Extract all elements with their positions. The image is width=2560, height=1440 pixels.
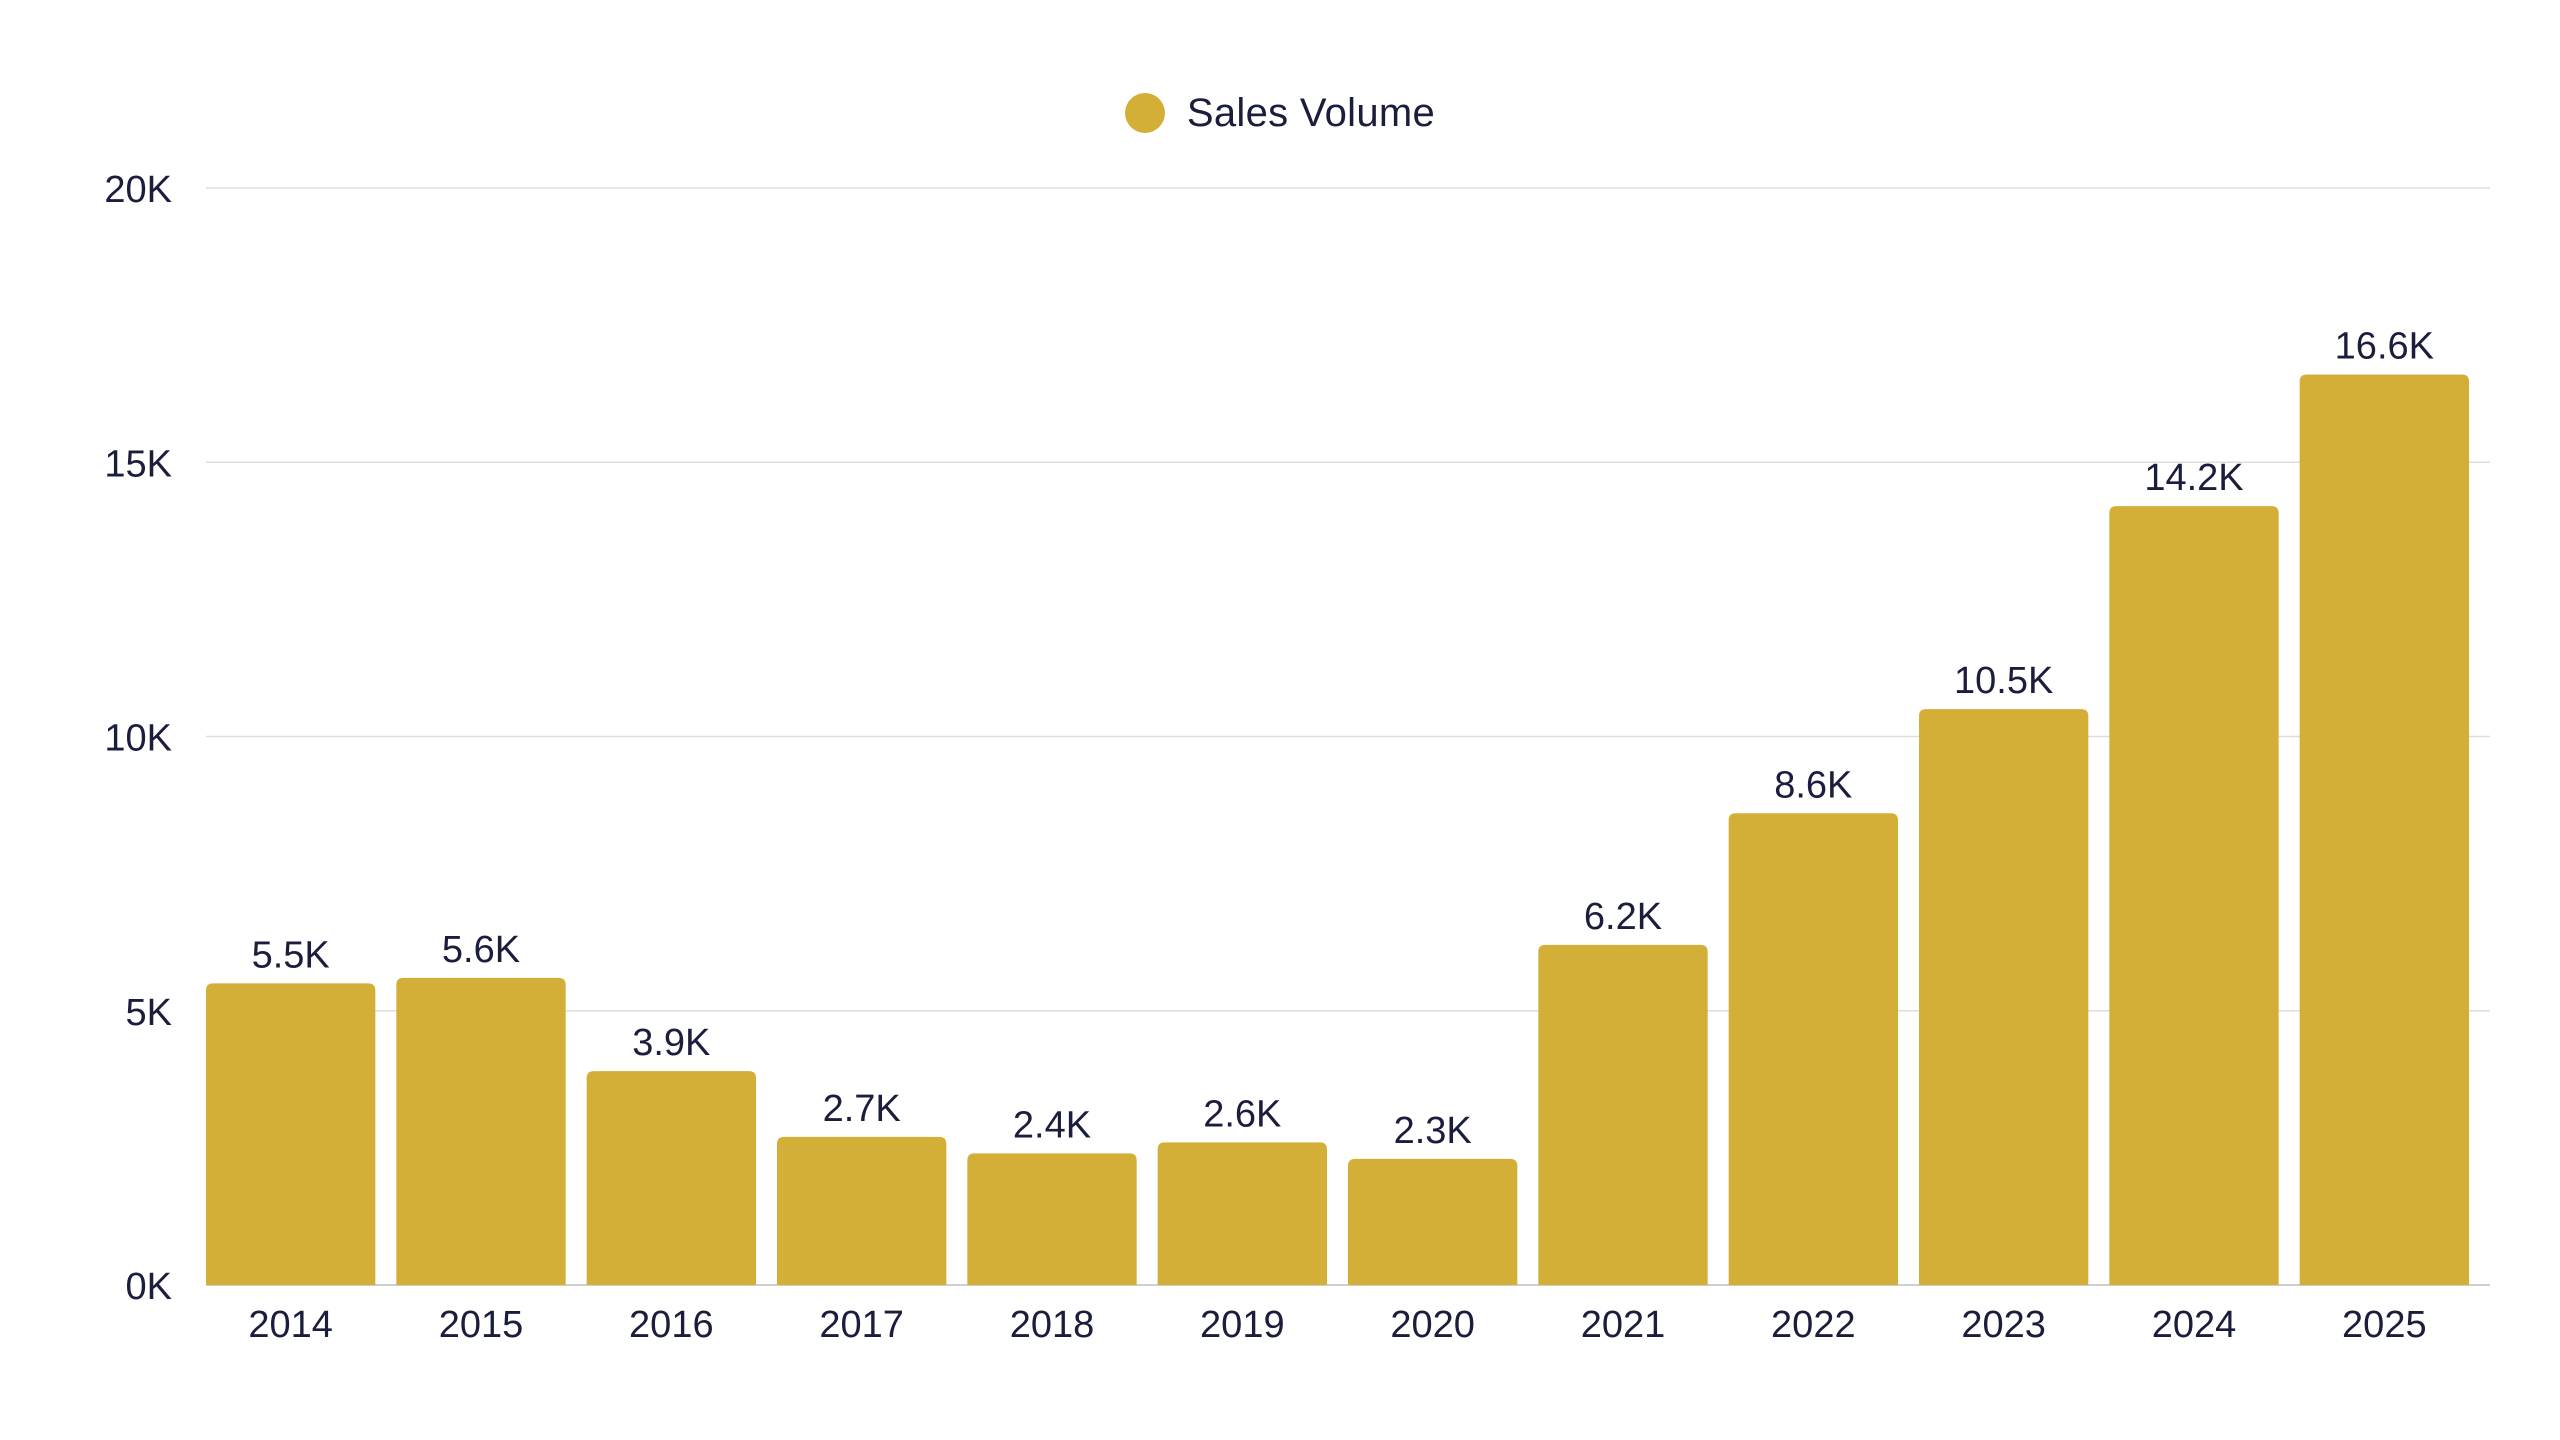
bar-2024[interactable] [2109,506,2279,1285]
y-tick-label: 15K [104,443,172,485]
x-tick-label-2020: 2020 [1390,1304,1475,1346]
x-axis-ticks: 2014 2015 2016 2017 2018 2019 2020 2021 2022 2023… [248,1304,2426,1346]
x-tick-label-2021: 2021 [1581,1304,1666,1346]
x-tick-label-2014: 2014 [248,1304,333,1346]
x-tick-label-2018: 2018 [1010,1304,1095,1346]
bar-2014[interactable] [206,983,376,1285]
chart-legend[interactable]: Sales Volume [0,88,2560,138]
y-tick-label: 5K [126,992,172,1034]
bar-2023[interactable] [1919,709,2089,1285]
legend-label: Sales Volume [1186,90,1436,135]
data-label-2021: 6.2K [1584,896,1662,938]
data-label-2020: 2.3K [1394,1110,1472,1152]
data-label-2019: 2.6K [1203,1093,1281,1135]
bar-2017[interactable] [777,1136,947,1285]
legend-swatch [1124,93,1165,133]
bar-2020[interactable] [1348,1158,1518,1285]
x-tick-label-2017: 2017 [819,1304,904,1346]
data-label-2016: 3.9K [632,1022,710,1064]
data-label-2017: 2.7K [823,1088,901,1130]
y-tick-label: 0K [126,1266,172,1308]
bar-2016[interactable] [586,1071,756,1285]
x-tick-label-2024: 2024 [2152,1304,2237,1346]
x-tick-label-2019: 2019 [1200,1304,1285,1346]
bar-2022[interactable] [1728,813,1898,1285]
y-tick-label: 20K [104,169,172,211]
bar-2025[interactable] [2299,374,2469,1285]
data-label-2018: 2.4K [1013,1104,1091,1146]
x-tick-label-2022: 2022 [1771,1304,1856,1346]
data-label-2022: 8.6K [1774,764,1852,806]
bar-2015[interactable] [396,977,566,1285]
y-axis-ticks: 0K 5K 10K 15K 20K [104,169,172,1308]
x-tick-label-2016: 2016 [629,1304,714,1346]
data-label-2024: 14.2K [2144,457,2243,499]
data-labels: 5.5K 5.6K 3.9K 2.7K 2.4K 2.6K 2.3K 6.2K 8.6K 10.5… [252,325,2434,1151]
bar-2019[interactable] [1157,1142,1327,1285]
x-tick-label-2023: 2023 [1961,1304,2046,1346]
data-label-2014: 5.5K [252,934,330,976]
bars [206,374,2469,1285]
data-label-2025: 16.6K [2335,325,2434,367]
bar-2018[interactable] [967,1153,1137,1285]
y-tick-label: 10K [104,718,172,760]
x-tick-label-2025: 2025 [2342,1304,2427,1346]
bar-2021[interactable] [1538,944,1708,1285]
x-tick-label-2015: 2015 [439,1304,524,1346]
data-label-2023: 10.5K [1954,660,2053,702]
data-label-2015: 5.6K [442,929,520,971]
